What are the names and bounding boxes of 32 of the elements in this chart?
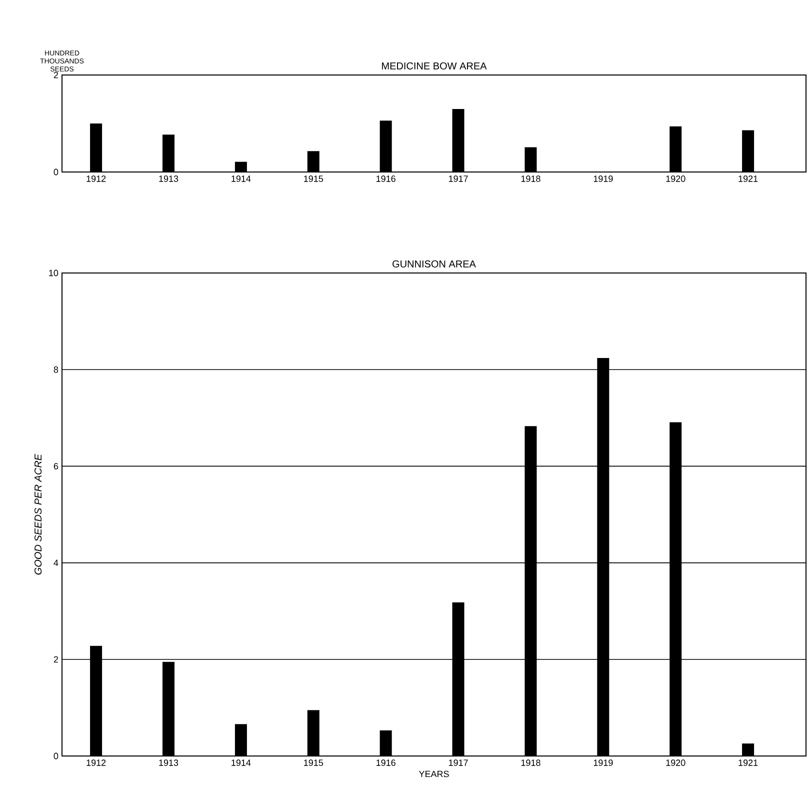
x-tick-label: 1917 [448,760,468,766]
x-tick-label: 1916 [376,176,396,182]
x-tick-label: 1920 [666,760,686,766]
chart-title: MEDICINE BOW AREA [382,62,487,70]
x-tick-label: 1920 [666,176,686,182]
x-tick-label: 1912 [86,176,106,182]
x-tick-label: 1919 [594,760,613,766]
x-tick-label: 1919 [594,176,613,182]
x-tick-label: 1921 [738,760,758,766]
x-tick-label: 1921 [738,176,758,182]
x-tick-label: 1916 [376,760,396,766]
x-axis-title: YEARS [418,770,449,778]
y-tick-label: 6 [54,463,58,470]
x-tick-label: 1913 [159,176,178,182]
y-tick-label: 8 [54,366,58,373]
y-tick-label: 2 [54,72,58,78]
y-tick-label: 4 [54,560,58,566]
x-tick-label: 1912 [86,760,106,766]
y-tick-label: 2 [54,656,58,663]
x-tick-label: 1914 [232,760,251,766]
y-tick-label: 0 [54,168,58,176]
y-tick-label: 10 [49,270,58,276]
x-tick-label: 1918 [521,760,540,766]
x-tick-label: 1914 [232,176,251,182]
x-tick-label: 1918 [521,176,540,182]
x-tick-label: 1915 [304,176,324,182]
x-tick-label: 1915 [304,760,324,766]
chart-title: GUNNISON AREA [392,260,476,268]
y-tick-label: 0 [54,752,58,760]
x-tick-label: 1917 [448,176,468,182]
y-axis-title: GOOD SEEDS PER ACRE [34,454,42,575]
x-tick-label: 1913 [159,760,178,766]
